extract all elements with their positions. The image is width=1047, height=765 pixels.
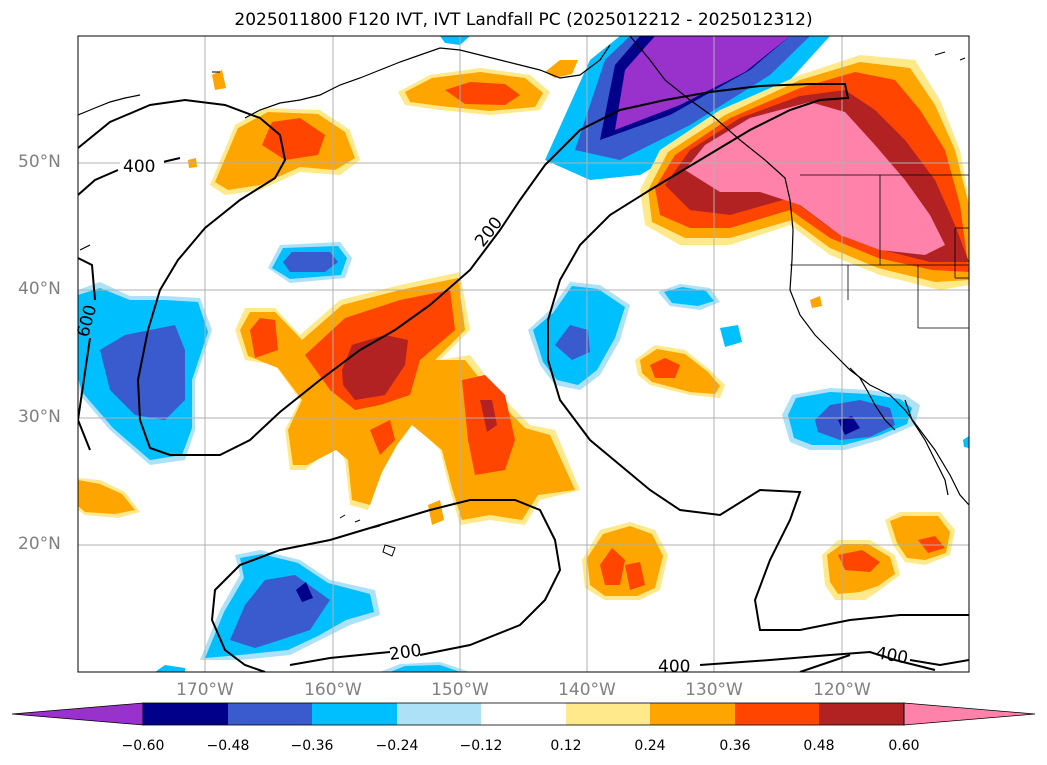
map-frame bbox=[77, 35, 970, 673]
colorbar-tick-label: −0.60 bbox=[121, 738, 165, 754]
positive-anomaly-region bbox=[370, 420, 395, 455]
negative-anomaly-region bbox=[100, 325, 185, 420]
colorbar-tick-label: 0.36 bbox=[719, 738, 751, 754]
lon-label: 120°W bbox=[813, 680, 871, 700]
coastlines bbox=[78, 36, 969, 506]
positive-anomaly-region bbox=[650, 358, 680, 378]
colorbar-extend-right bbox=[903, 702, 1036, 726]
negative-anomaly-region bbox=[720, 325, 742, 347]
lat-label: 40°N bbox=[18, 279, 61, 299]
contour-label: 200 bbox=[388, 641, 423, 665]
colorbar-segment bbox=[312, 703, 397, 725]
lat-label: 50°N bbox=[18, 152, 61, 172]
colorbar-tick-label: −0.12 bbox=[459, 738, 503, 754]
positive-anomaly-region bbox=[212, 70, 226, 90]
colorbar-frame bbox=[142, 702, 905, 726]
negative-anomaly-region bbox=[440, 36, 470, 45]
positive-anomaly-region bbox=[250, 318, 278, 358]
positive-anomaly-region bbox=[810, 296, 822, 308]
lon-label: 130°W bbox=[685, 680, 743, 700]
positive-anomaly-region bbox=[545, 60, 578, 78]
negative-anomaly-region bbox=[296, 582, 313, 602]
positive-anomaly-region bbox=[262, 118, 325, 160]
negative-anomaly-region bbox=[390, 665, 460, 672]
positive-anomaly-region bbox=[640, 349, 720, 394]
colorbar-tick-label: −0.36 bbox=[290, 738, 334, 754]
colorbar-tick-label: −0.48 bbox=[206, 738, 250, 754]
colorbar-segment bbox=[397, 703, 481, 725]
positive-anomaly-region bbox=[838, 550, 880, 572]
negative-anomaly-region bbox=[155, 665, 185, 672]
colorbar-tick-label: 0.12 bbox=[550, 738, 582, 754]
lon-label: 170°W bbox=[176, 680, 234, 700]
map-fills bbox=[78, 36, 969, 672]
map-title: 2025011800 F120 IVT, IVT Landfall PC (20… bbox=[234, 10, 813, 30]
lon-label: 160°W bbox=[304, 680, 362, 700]
state-borders bbox=[790, 174, 969, 329]
colorbar bbox=[11, 702, 1036, 726]
ivt-contours bbox=[78, 83, 969, 672]
lat-label: 20°N bbox=[18, 534, 61, 554]
positive-anomaly-region bbox=[600, 548, 625, 585]
lat-label: 30°N bbox=[18, 407, 61, 427]
positive-anomaly-region bbox=[625, 562, 645, 590]
colorbar-segment bbox=[650, 703, 735, 725]
colorbar-segment bbox=[566, 703, 650, 725]
negative-anomaly-region bbox=[963, 436, 969, 448]
negative-anomaly-region bbox=[838, 416, 860, 435]
colorbar-segment bbox=[481, 703, 566, 725]
colorbar-segment bbox=[819, 703, 904, 725]
colorbar-tick-label: 0.48 bbox=[803, 738, 835, 754]
positive-anomaly-region bbox=[480, 400, 497, 432]
negative-anomaly-region bbox=[815, 400, 895, 440]
colorbar-tick-label: 0.24 bbox=[634, 738, 666, 754]
contour-label: 400 bbox=[874, 643, 909, 668]
colorbar-tick-label: −0.24 bbox=[375, 738, 419, 754]
colorbar-segment bbox=[228, 703, 312, 725]
negative-anomaly-region bbox=[615, 36, 790, 130]
positive-anomaly-region bbox=[428, 500, 444, 525]
contour-label: 400 bbox=[658, 657, 690, 677]
graticule bbox=[78, 36, 969, 672]
colorbar-tick-label: 0.60 bbox=[888, 738, 920, 754]
contour-label: 400 bbox=[123, 157, 155, 177]
negative-anomaly-region bbox=[555, 325, 590, 360]
lon-label: 150°W bbox=[431, 680, 489, 700]
negative-anomaly-region bbox=[283, 252, 338, 272]
negative-anomaly-region bbox=[664, 287, 714, 306]
positive-anomaly-region bbox=[445, 82, 520, 105]
positive-anomaly-region bbox=[78, 480, 135, 514]
lon-label: 140°W bbox=[558, 680, 616, 700]
colorbar-extend-left bbox=[11, 702, 144, 726]
colorbar-segment bbox=[735, 703, 819, 725]
colorbar-segment bbox=[143, 703, 228, 725]
